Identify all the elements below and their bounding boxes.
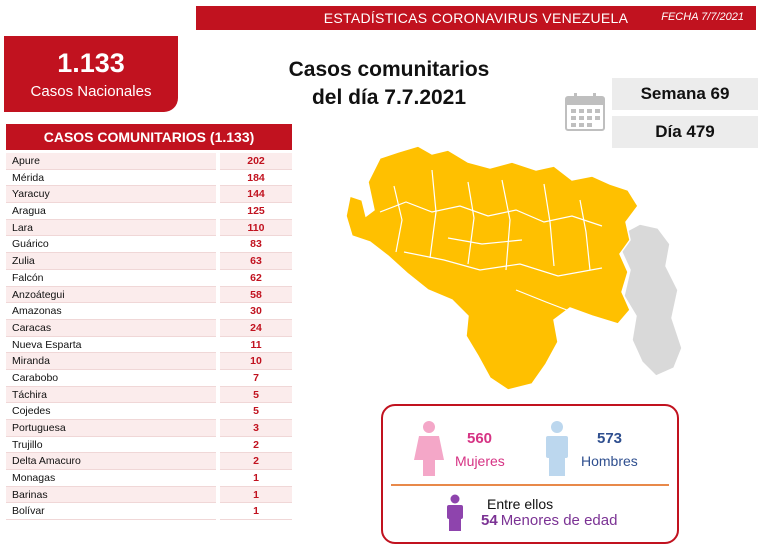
female-count: 560 [467,430,493,447]
state-count: 30 [220,303,292,320]
national-cases-label: Casos Nacionales [30,83,152,100]
state-name: Portuguesa [6,420,216,437]
male-label: Hombres [581,453,638,469]
table-row: Amazonas 30 [6,303,292,320]
table-row: Cojedes 5 [6,403,292,420]
state-count: 2 [220,437,292,454]
table-header: CASOS COMUNITARIOS (1.133) [6,124,292,150]
table-row: Trujillo 2 [6,437,292,454]
state-count: 63 [220,253,292,270]
state-name: Zulia [6,253,216,270]
header-date: FECHA 7/7/2021 [661,11,744,23]
venezuela-map [345,145,683,391]
state-name: Miranda [6,353,216,370]
header-title: ESTADÍSTICAS CORONAVIRUS VENEZUELA [323,10,629,26]
day-number: Día 479 [612,116,758,148]
state-count: 5 [220,386,292,404]
calendar-icon [565,93,605,131]
state-count: 125 [220,203,292,220]
state-name: Lara [6,219,216,237]
national-cases-number: 1.133 [57,48,125,78]
header-bar: ESTADÍSTICAS CORONAVIRUS VENEZUELA FECHA… [196,6,756,30]
table-row: Guárico 83 [6,236,292,254]
page-title: Casos comunitarios del día 7.7.2021 [256,56,522,112]
table-row: Falcón 62 [6,270,292,287]
table-row: Carabobo 7 [6,370,292,387]
state-name: Aragua [6,203,216,220]
table-row: Táchira 5 [6,386,292,404]
gender-panel: 560 Mujeres 573 Hombres Entre ellos 54 Me… [381,404,679,544]
state-name: Apure [6,153,216,170]
child-person-icon [447,494,463,531]
state-name: Delta Amacuro [6,453,216,471]
week-number: Semana 69 [612,78,758,110]
state-count: 1 [220,486,292,504]
state-case-list: Apure 202 Mérida 184 Yaracuy 144 Aragua 125 Lara… [6,153,292,521]
minors-label: Menores de edad [500,512,618,529]
state-count: 7 [220,370,292,387]
minors-count: 54 [481,512,498,529]
state-count: 1 [220,503,292,521]
state-name: Amazonas [6,303,216,320]
table-row: Miranda 10 [6,353,292,370]
state-count: 10 [220,353,292,370]
female-label: Mujeres [455,453,505,469]
state-name: Trujillo [6,437,216,454]
state-name: Falcón [6,270,216,287]
table-row: Caracas 24 [6,319,292,337]
state-name: Cojedes [6,403,216,420]
state-count: 110 [220,219,292,237]
state-name: Yaracuy [6,186,216,204]
panel-divider [391,484,669,486]
state-name: Táchira [6,386,216,404]
page-title-line-1: Casos comunitarios [288,58,490,81]
state-count: 202 [220,153,292,170]
state-name: Guárico [6,236,216,254]
state-count: 1 [220,470,292,487]
state-count: 2 [220,453,292,471]
male-count: 573 [597,430,623,447]
national-cases-box: 1.133 Casos Nacionales [4,36,178,112]
table-row: Anzoátegui 58 [6,286,292,304]
table-row: Apure 202 [6,153,292,170]
table-row: Barinas 1 [6,486,292,504]
table-row: Monagas 1 [6,470,292,487]
table-row: Zulia 63 [6,253,292,270]
table-row: Nueva Esparta 11 [6,337,292,354]
state-name: Carabobo [6,370,216,387]
minors-line: 54 Menores de edad [481,512,617,529]
table-row: Delta Amacuro 2 [6,453,292,471]
state-count: 11 [220,337,292,354]
state-count: 62 [220,270,292,287]
table-row: Mérida 184 [6,170,292,187]
male-person-icon [546,421,568,476]
state-name: Anzoátegui [6,286,216,304]
female-person-icon [414,421,444,476]
state-name: Monagas [6,470,216,487]
state-name: Barinas [6,486,216,504]
map-region-esequibo [619,223,683,377]
state-count: 184 [220,170,292,187]
state-name: Bolívar [6,503,216,521]
state-count: 3 [220,420,292,437]
state-count: 5 [220,403,292,420]
state-name: Nueva Esparta [6,337,216,354]
table-row: Bolívar 1 [6,503,292,521]
state-count: 83 [220,236,292,254]
table-row: Aragua 125 [6,203,292,220]
state-name: Mérida [6,170,216,187]
among-them-label: Entre ellos [487,496,554,512]
state-name: Caracas [6,319,216,337]
page-title-line-2: del día 7.7.2021 [311,86,467,109]
state-count: 58 [220,286,292,304]
state-count: 24 [220,319,292,337]
table-row: Lara 110 [6,219,292,237]
state-count: 144 [220,186,292,204]
table-row: Portuguesa 3 [6,420,292,437]
table-row: Yaracuy 144 [6,186,292,204]
